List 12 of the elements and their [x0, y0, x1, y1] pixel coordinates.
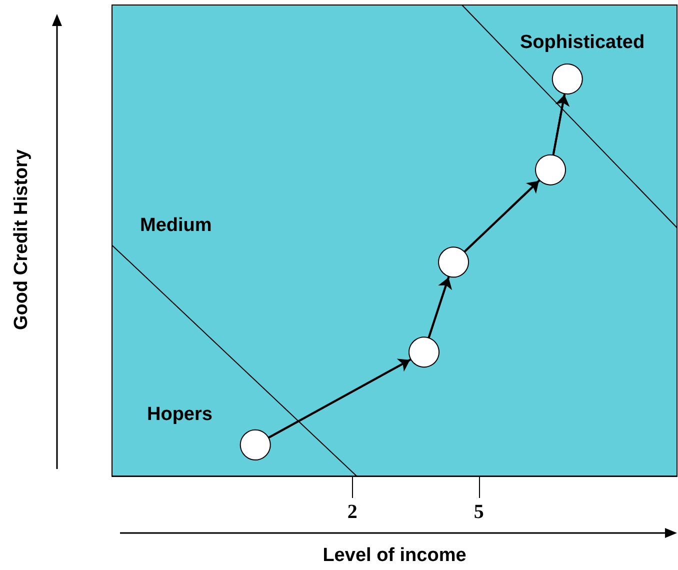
annotation: Medium — [140, 215, 212, 236]
x-axis-title: Level of income — [322, 545, 466, 566]
y-axis-title: Good Credit History — [11, 149, 32, 330]
point — [240, 429, 271, 460]
annotation: Hopers — [147, 404, 212, 425]
x-tick-label: 5 — [474, 501, 484, 523]
x-tick-label: 2 — [347, 501, 358, 523]
annotation: Sophisticated — [520, 32, 645, 53]
point — [552, 63, 583, 94]
point — [535, 154, 566, 186]
point — [408, 336, 440, 368]
point — [438, 246, 470, 278]
